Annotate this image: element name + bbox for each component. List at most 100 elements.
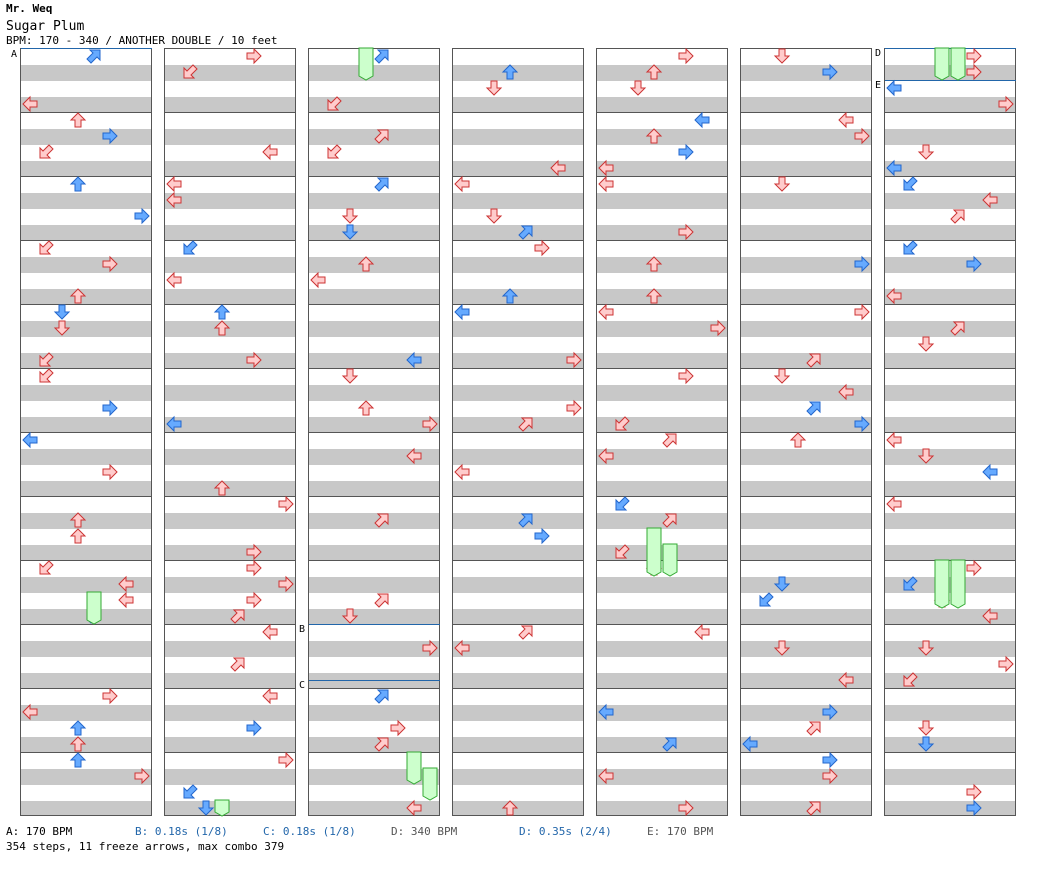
chart-column-6 — [740, 48, 872, 816]
measure-line — [741, 624, 871, 625]
measure-line — [597, 304, 727, 305]
legend-stop-c: C: 0.18s (1/8) — [263, 825, 356, 838]
legend-bpm-e: E: 170 BPM — [647, 825, 714, 838]
speed-line-e — [885, 80, 1016, 81]
measure-line — [453, 176, 583, 177]
measure-line — [21, 432, 151, 433]
measure-line — [165, 752, 295, 753]
legend-bpm-d: D: 340 BPM — [391, 825, 458, 838]
measure-line — [309, 240, 439, 241]
marker-c: C — [299, 680, 306, 691]
measure-line — [165, 688, 295, 689]
measure-line — [597, 496, 727, 497]
artist-name: Mr. Weq — [6, 2, 53, 15]
measure-line — [597, 752, 727, 753]
measure-line — [597, 112, 727, 113]
measure-line — [885, 304, 1015, 305]
speed-line-c — [309, 680, 440, 681]
measure-line — [21, 752, 151, 753]
measure-line — [309, 176, 439, 177]
measure-line — [741, 304, 871, 305]
legend-stop-b: B: 0.18s (1/8) — [135, 825, 228, 838]
measure-line — [741, 560, 871, 561]
measure-line — [741, 752, 871, 753]
measure-line — [597, 240, 727, 241]
measure-line — [453, 496, 583, 497]
measure-line — [453, 752, 583, 753]
measure-line — [21, 624, 151, 625]
marker-a: A — [11, 49, 18, 60]
measure-line — [885, 560, 1015, 561]
measure-line — [741, 240, 871, 241]
chart-column-2 — [164, 48, 296, 816]
measure-line — [309, 432, 439, 433]
legend-bpm-a: A: 170 BPM — [6, 825, 73, 838]
measure-line — [453, 432, 583, 433]
chart-column-1 — [20, 48, 152, 816]
measure-line — [21, 368, 151, 369]
measure-line — [453, 688, 583, 689]
measure-line — [885, 624, 1015, 625]
measure-line — [885, 112, 1015, 113]
measure-line — [885, 688, 1015, 689]
measure-line — [165, 432, 295, 433]
measure-line — [741, 496, 871, 497]
chart-column-4 — [452, 48, 584, 816]
marker-e: E — [875, 80, 882, 91]
measure-line — [741, 176, 871, 177]
chart-stats: 354 steps, 11 freeze arrows, max combo 3… — [6, 840, 285, 853]
measure-line — [165, 176, 295, 177]
measure-line — [597, 560, 727, 561]
measure-line — [453, 624, 583, 625]
measure-line — [453, 368, 583, 369]
measure-line — [453, 304, 583, 305]
measure-line — [741, 112, 871, 113]
measure-line — [21, 176, 151, 177]
measure-line — [741, 688, 871, 689]
measure-line — [309, 496, 439, 497]
marker-d: D — [875, 48, 882, 59]
measure-line — [453, 112, 583, 113]
measure-line — [597, 368, 727, 369]
measure-line — [885, 752, 1015, 753]
measure-line — [21, 688, 151, 689]
measure-line — [885, 176, 1015, 177]
measure-line — [309, 368, 439, 369]
measure-line — [741, 368, 871, 369]
marker-b: B — [299, 624, 306, 635]
measure-line — [21, 560, 151, 561]
measure-line — [309, 560, 439, 561]
measure-line — [309, 112, 439, 113]
chart-column-7 — [884, 48, 1016, 816]
speed-line-a — [21, 48, 152, 49]
measure-line — [165, 624, 295, 625]
measure-line — [885, 432, 1015, 433]
measure-line — [597, 624, 727, 625]
measure-line — [597, 176, 727, 177]
measure-line — [309, 752, 439, 753]
chart-info: BPM: 170 - 340 / ANOTHER DOUBLE / 10 fee… — [6, 34, 278, 47]
measure-line — [309, 688, 439, 689]
measure-line — [597, 688, 727, 689]
measure-line — [165, 496, 295, 497]
measure-line — [885, 496, 1015, 497]
measure-line — [885, 240, 1015, 241]
measure-line — [165, 560, 295, 561]
measure-line — [453, 240, 583, 241]
chart-column-3 — [308, 48, 440, 816]
measure-line — [165, 112, 295, 113]
chart-column-5 — [596, 48, 728, 816]
measure-line — [165, 304, 295, 305]
measure-line — [21, 496, 151, 497]
song-title: Sugar Plum — [6, 19, 85, 34]
measure-line — [597, 432, 727, 433]
measure-line — [21, 240, 151, 241]
measure-line — [165, 240, 295, 241]
measure-line — [309, 304, 439, 305]
measure-line — [165, 368, 295, 369]
legend-stop-d: D: 0.35s (2/4) — [519, 825, 612, 838]
measure-line — [21, 304, 151, 305]
speed-line-d — [885, 48, 1016, 49]
speed-line-b — [309, 624, 440, 625]
measure-line — [21, 112, 151, 113]
